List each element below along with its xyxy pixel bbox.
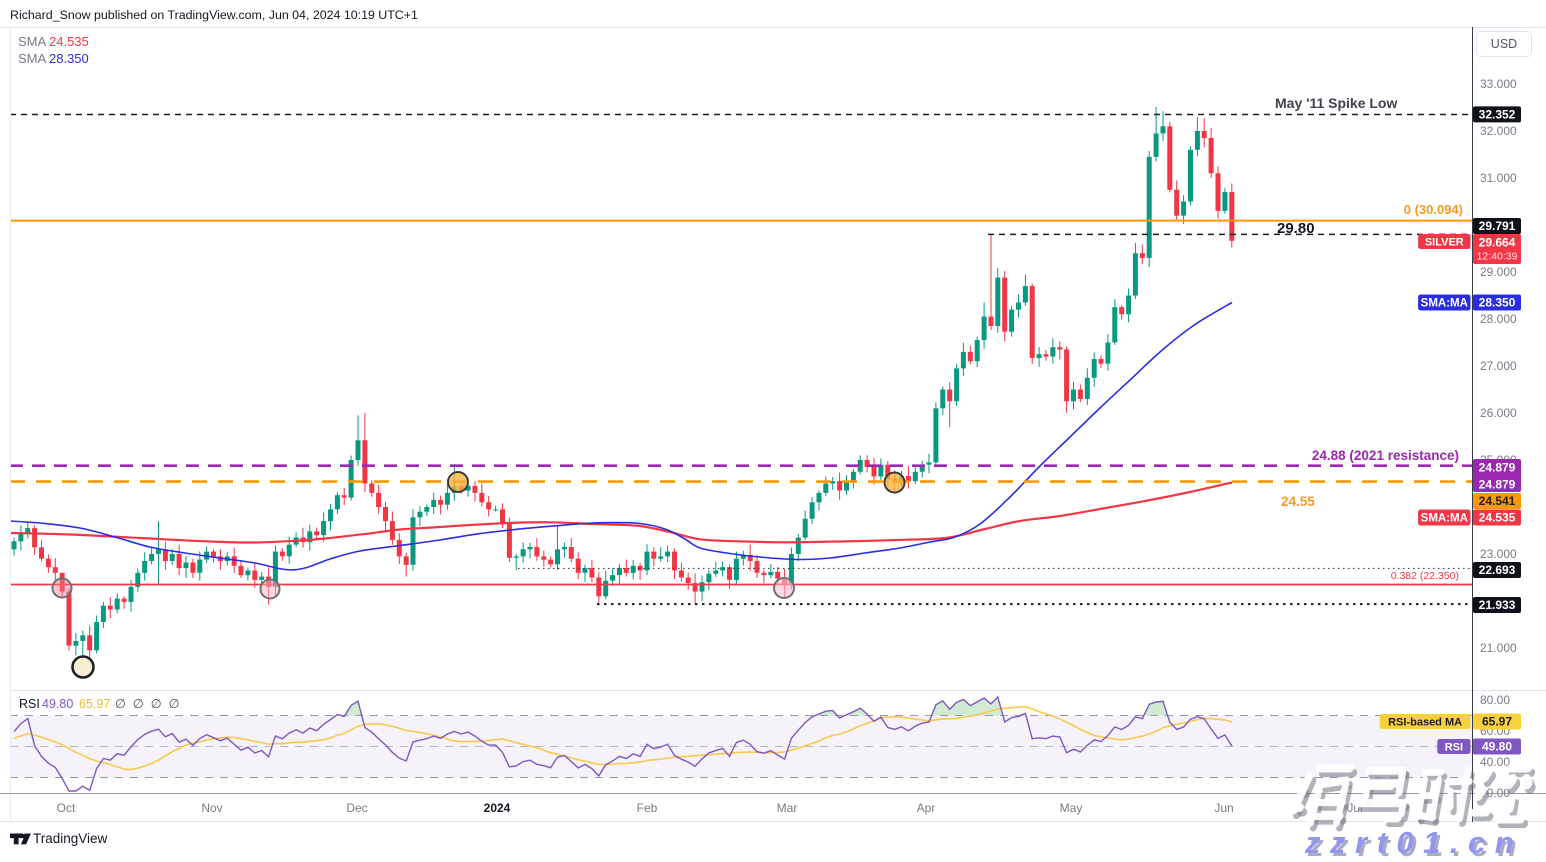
svg-text:80.00: 80.00 [1480, 693, 1510, 707]
svg-text:21.933: 21.933 [1479, 598, 1516, 612]
svg-text:28.350: 28.350 [1479, 296, 1516, 310]
svg-text:40.00: 40.00 [1480, 755, 1510, 769]
svg-text:RSI: RSI [1445, 741, 1463, 753]
svg-text:49.80: 49.80 [42, 697, 73, 711]
svg-text:∅∅∅∅: ∅∅∅∅ [115, 697, 187, 711]
svg-text:May: May [1060, 801, 1083, 815]
svg-text:Dec: Dec [346, 801, 367, 815]
svg-text:0.382 (22.350): 0.382 (22.350) [1391, 570, 1459, 582]
svg-text:65.97: 65.97 [1482, 715, 1512, 729]
svg-text:Feb: Feb [637, 801, 658, 815]
svg-text:SMA: SMA [18, 34, 47, 49]
svg-text:Jun: Jun [1214, 801, 1233, 815]
svg-text:32.000: 32.000 [1480, 124, 1517, 138]
svg-text:SMA: SMA [18, 51, 47, 66]
svg-text:zzrt01.cn: zzrt01.cn [1307, 828, 1526, 857]
svg-text:24.88 (2021 resistance): 24.88 (2021 resistance) [1312, 448, 1459, 463]
svg-text:28.350: 28.350 [49, 51, 89, 66]
svg-text:28.000: 28.000 [1480, 312, 1517, 326]
svg-text:29.000: 29.000 [1480, 265, 1517, 279]
svg-text:TradingView: TradingView [33, 831, 108, 846]
svg-text:RSI-based MA: RSI-based MA [1388, 716, 1462, 728]
svg-text:29.80: 29.80 [1277, 220, 1315, 237]
svg-text:2024: 2024 [484, 801, 511, 815]
svg-text:32.352: 32.352 [1479, 108, 1516, 122]
svg-text:Richard_Snow published on Trad: Richard_Snow published on TradingView.co… [10, 8, 418, 22]
svg-text:29.664: 29.664 [1479, 236, 1516, 250]
svg-text:24.535: 24.535 [49, 34, 89, 49]
svg-text:Mar: Mar [777, 801, 798, 815]
svg-text:SILVER: SILVER [1425, 236, 1464, 248]
svg-text:Oct: Oct [57, 801, 76, 815]
svg-text:24.541: 24.541 [1479, 494, 1516, 508]
svg-text:21.000: 21.000 [1480, 641, 1517, 655]
svg-text:26.000: 26.000 [1480, 406, 1517, 420]
svg-text:Nov: Nov [201, 801, 222, 815]
svg-text:49.80: 49.80 [1482, 740, 1512, 754]
svg-text:31.000: 31.000 [1480, 171, 1517, 185]
svg-text:SMA:MA: SMA:MA [1421, 297, 1468, 309]
svg-text:0 (30.094): 0 (30.094) [1404, 202, 1463, 217]
svg-text:65.97: 65.97 [79, 697, 110, 711]
svg-text:22.693: 22.693 [1479, 563, 1516, 577]
svg-text:23.000: 23.000 [1480, 547, 1517, 561]
svg-text:33.000: 33.000 [1480, 77, 1517, 91]
svg-text:Apr: Apr [917, 801, 936, 815]
svg-text:SMA:MA: SMA:MA [1421, 512, 1468, 524]
svg-text:24.879: 24.879 [1479, 478, 1516, 492]
svg-text:24.879: 24.879 [1479, 461, 1516, 475]
svg-text:29.791: 29.791 [1479, 219, 1516, 233]
svg-text:27.000: 27.000 [1480, 359, 1517, 373]
svg-text:zzrt01.cn: zzrt01.cn [1304, 825, 1523, 857]
svg-text:24.535: 24.535 [1479, 511, 1516, 525]
svg-text:USD: USD [1491, 37, 1517, 51]
svg-text:24.55: 24.55 [1281, 494, 1315, 509]
svg-text:12:40:39: 12:40:39 [1477, 251, 1518, 263]
svg-text:May '11 Spike Low: May '11 Spike Low [1275, 95, 1397, 111]
svg-text:RSI: RSI [19, 697, 40, 711]
